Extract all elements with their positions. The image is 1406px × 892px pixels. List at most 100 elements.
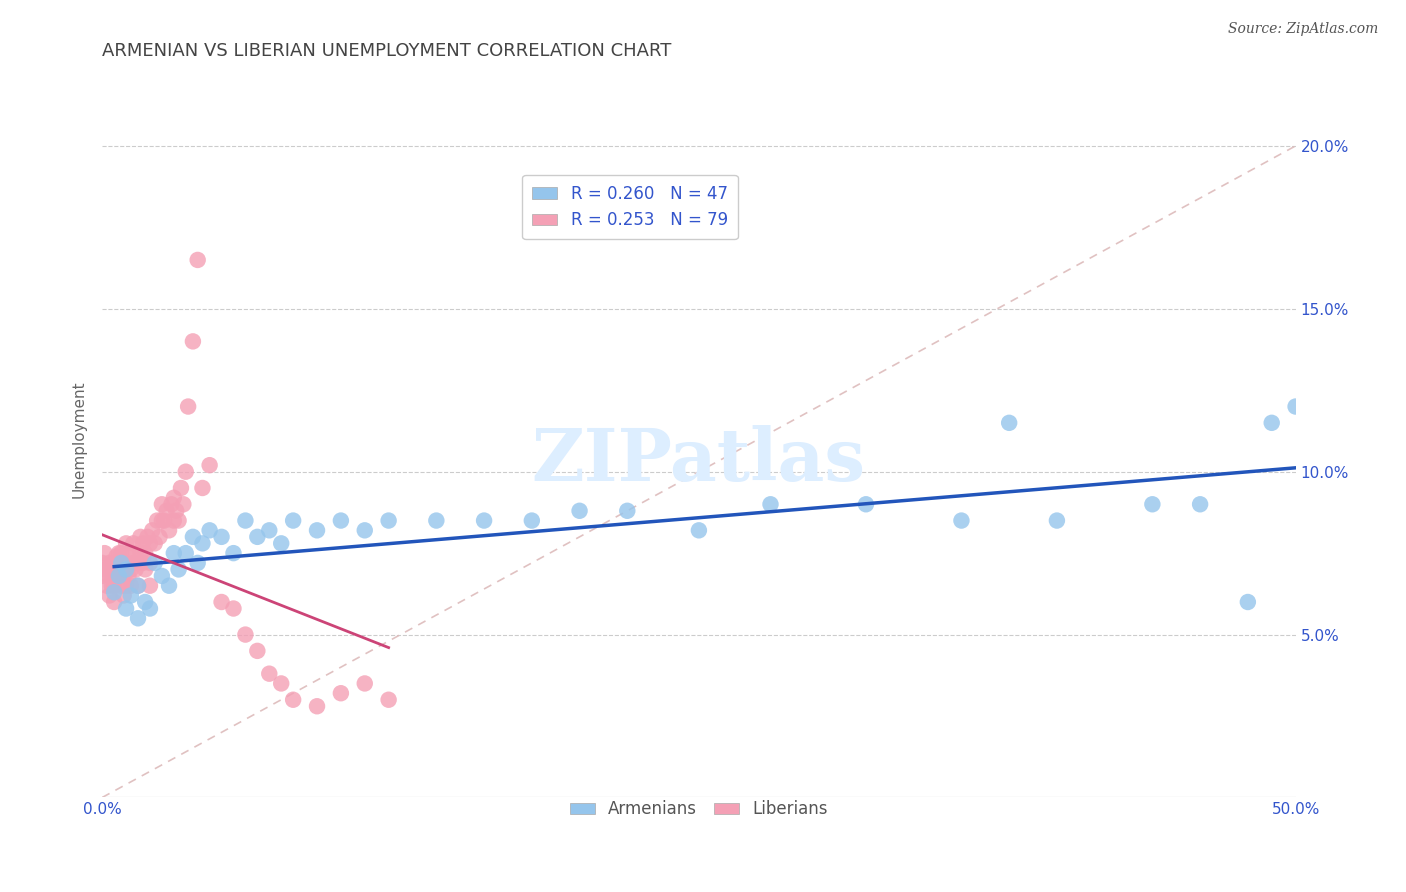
Point	[163, 546, 186, 560]
Point	[165, 504, 187, 518]
Point	[148, 530, 170, 544]
Point	[170, 481, 193, 495]
Point	[377, 514, 399, 528]
Point	[136, 530, 159, 544]
Point	[157, 579, 180, 593]
Point	[167, 514, 190, 528]
Point	[143, 536, 166, 550]
Point	[222, 601, 245, 615]
Point	[150, 514, 173, 528]
Point	[270, 536, 292, 550]
Point	[156, 504, 179, 518]
Point	[127, 611, 149, 625]
Point	[211, 530, 233, 544]
Point	[177, 400, 200, 414]
Point	[108, 562, 131, 576]
Point	[122, 536, 145, 550]
Point	[93, 546, 115, 560]
Point	[174, 465, 197, 479]
Point	[129, 546, 152, 560]
Point	[120, 579, 142, 593]
Point	[115, 556, 138, 570]
Point	[187, 252, 209, 267]
Point	[181, 334, 204, 349]
Point	[950, 514, 973, 528]
Point	[110, 579, 132, 593]
Point	[998, 416, 1021, 430]
Point	[105, 569, 128, 583]
Point	[1189, 497, 1212, 511]
Point	[127, 579, 149, 593]
Point	[235, 627, 257, 641]
Point	[103, 556, 125, 570]
Point	[91, 569, 114, 583]
Point	[110, 546, 132, 560]
Point	[93, 562, 115, 576]
Point	[129, 530, 152, 544]
Point	[98, 556, 121, 570]
Point	[105, 549, 128, 564]
Point	[187, 556, 209, 570]
Point	[520, 514, 543, 528]
Point	[96, 562, 118, 576]
Point	[329, 514, 352, 528]
Point	[235, 514, 257, 528]
Point	[150, 497, 173, 511]
Point	[134, 595, 156, 609]
Point	[305, 524, 328, 538]
Point	[181, 530, 204, 544]
Y-axis label: Unemployment: Unemployment	[72, 380, 86, 498]
Point	[163, 514, 186, 528]
Point	[127, 579, 149, 593]
Point	[353, 676, 375, 690]
Point	[124, 546, 146, 560]
Point	[855, 497, 877, 511]
Point	[759, 497, 782, 511]
Point	[120, 562, 142, 576]
Point	[100, 562, 122, 576]
Point	[115, 579, 138, 593]
Point	[100, 579, 122, 593]
Point	[91, 556, 114, 570]
Point	[1237, 595, 1260, 609]
Point	[305, 699, 328, 714]
Point	[198, 458, 221, 472]
Point	[211, 595, 233, 609]
Point	[120, 589, 142, 603]
Point	[141, 524, 163, 538]
Point	[259, 666, 281, 681]
Point	[132, 556, 155, 570]
Point	[127, 556, 149, 570]
Point	[270, 676, 292, 690]
Point	[283, 514, 305, 528]
Point	[132, 536, 155, 550]
Point	[108, 569, 131, 583]
Point	[110, 562, 132, 576]
Point	[163, 491, 186, 505]
Text: Source: ZipAtlas.com: Source: ZipAtlas.com	[1227, 22, 1378, 37]
Point	[191, 481, 214, 495]
Point	[117, 569, 139, 583]
Point	[150, 569, 173, 583]
Point	[103, 595, 125, 609]
Point	[98, 569, 121, 583]
Point	[108, 546, 131, 560]
Point	[146, 514, 169, 528]
Point	[115, 562, 138, 576]
Point	[353, 524, 375, 538]
Point	[143, 556, 166, 570]
Point	[103, 585, 125, 599]
Point	[198, 524, 221, 538]
Legend: Armenians, Liberians: Armenians, Liberians	[564, 794, 835, 825]
Point	[246, 644, 269, 658]
Point	[568, 504, 591, 518]
Point	[167, 562, 190, 576]
Point	[191, 536, 214, 550]
Point	[246, 530, 269, 544]
Point	[377, 692, 399, 706]
Point	[153, 514, 176, 528]
Point	[259, 524, 281, 538]
Point	[1142, 497, 1164, 511]
Point	[96, 579, 118, 593]
Point	[222, 546, 245, 560]
